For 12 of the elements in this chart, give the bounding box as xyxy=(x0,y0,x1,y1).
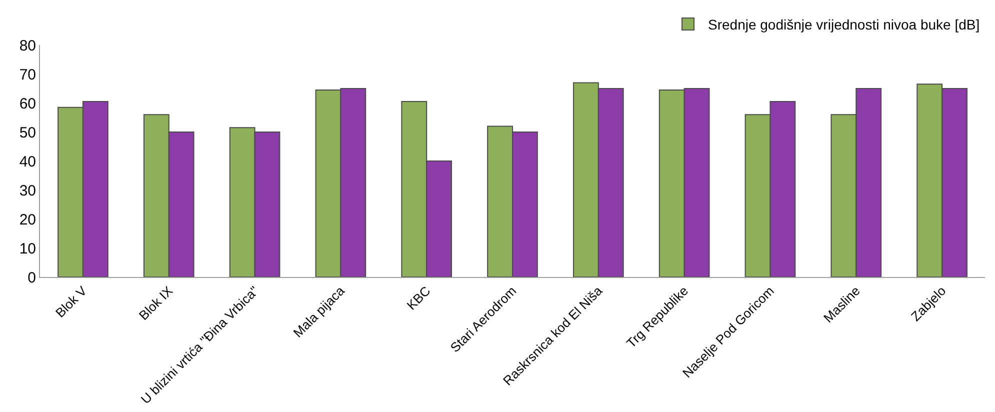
x-tick-label: Blok IX xyxy=(136,282,176,323)
y-tick-label: 20 xyxy=(19,211,36,228)
legend-label: Srednje godišnje vrijednosti nivoa buke [dB] xyxy=(708,16,980,32)
y-tick-label: 60 xyxy=(19,95,36,112)
y-tick-label: 70 xyxy=(19,66,36,84)
x-tick-label: Blok V xyxy=(52,282,90,320)
y-tick-label: 10 xyxy=(19,240,36,258)
y-tick-label: 40 xyxy=(19,153,36,170)
y-tick-label: 80 xyxy=(19,37,36,54)
y-tick-label: 30 xyxy=(19,182,36,200)
y-tick-label: 50 xyxy=(19,124,36,142)
y-tick-label: 0 xyxy=(28,269,36,286)
